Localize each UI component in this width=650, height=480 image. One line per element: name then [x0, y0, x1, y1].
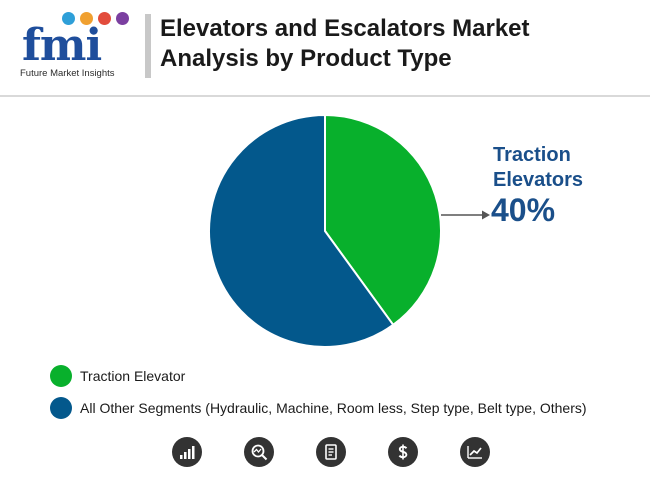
- legend-label: Traction Elevator: [80, 368, 186, 384]
- callout-label: Traction Elevators: [493, 144, 584, 191]
- header: fmi Future Market Insights Elevators and…: [0, 0, 650, 96]
- pie-chart-svg: [208, 113, 490, 348]
- trend-chart-icon: [460, 437, 490, 467]
- callout-arrow-head: [482, 210, 490, 220]
- legend-swatch: [50, 397, 72, 419]
- legend: Traction Elevator All Other Segments (Hy…: [50, 363, 587, 427]
- legend-item-other-segments: All Other Segments (Hydraulic, Machine, …: [50, 395, 587, 421]
- legend-item-traction-elevator: Traction Elevator: [50, 363, 587, 389]
- report-icon: [316, 437, 346, 467]
- dollar-icon: [388, 437, 418, 467]
- pie-slice-all: [208, 113, 395, 348]
- page-title: Elevators and Escalators Market Analysis…: [160, 15, 530, 72]
- logo-dot: [80, 12, 93, 25]
- footer-icons: [172, 437, 492, 469]
- title-accent-bar: [145, 14, 151, 78]
- search-analytics-icon: [244, 437, 274, 467]
- logo-dot: [116, 12, 129, 25]
- callout-value: 40%: [491, 192, 556, 228]
- logo-wordmark: fmi: [22, 20, 102, 71]
- logo-tagline: Future Market Insights: [20, 68, 115, 79]
- fmi-logo: fmi Future Market Insights: [18, 10, 140, 80]
- logo-dot: [98, 12, 111, 25]
- pie-slice-traction: [324, 113, 442, 327]
- logo-dots: [62, 12, 132, 28]
- logo-dot: [62, 12, 75, 25]
- header-divider: [0, 95, 650, 97]
- legend-swatch: [50, 365, 72, 387]
- bar-chart-icon: [172, 437, 202, 467]
- pie-chart: [0, 97, 650, 437]
- legend-label: All Other Segments (Hydraulic, Machine, …: [80, 400, 587, 416]
